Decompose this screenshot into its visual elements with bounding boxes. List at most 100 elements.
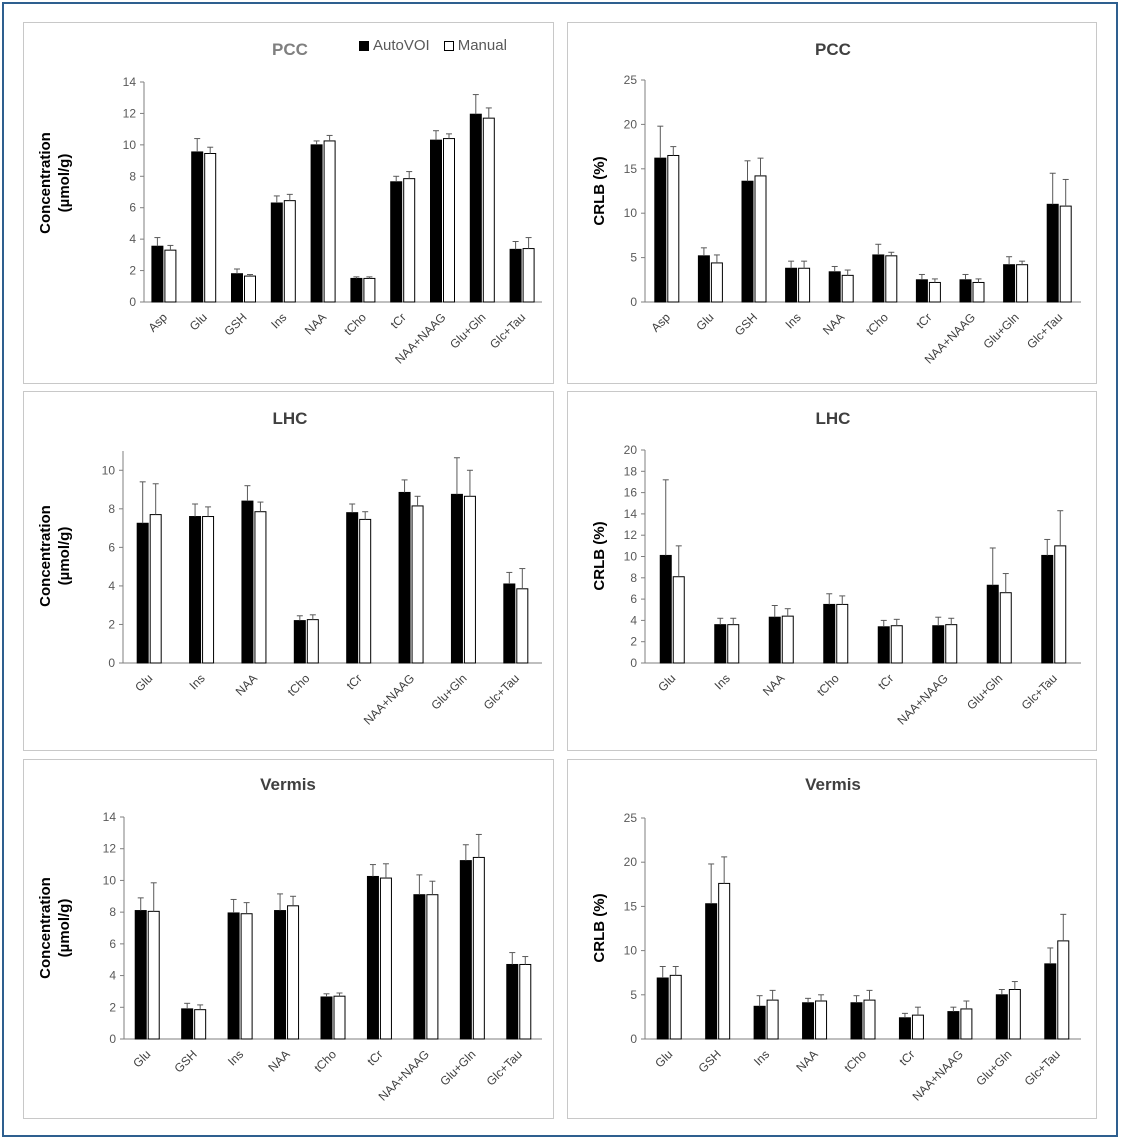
bar-manual — [254, 511, 267, 664]
bar-manual — [669, 974, 682, 1040]
bar-autovoi — [450, 493, 463, 664]
x-tick-label: tCho — [311, 1047, 339, 1075]
bar-manual — [1008, 988, 1021, 1040]
y-tick-label: 0 — [630, 1032, 637, 1046]
y-tick-label: 8 — [109, 905, 116, 919]
y-tick-label: 2 — [630, 635, 637, 649]
bar-manual — [1054, 545, 1067, 664]
x-tick-label: Glu — [652, 1047, 675, 1070]
x-tick-label: Glu — [655, 671, 678, 694]
chart-title: PCC — [272, 40, 308, 59]
x-tick-label: GSH — [732, 310, 760, 338]
chart-svg: 0 5 10 15 20 25 CRLB (%) Asp Glu GSH Ins NAA tCho tCr… — [591, 73, 1081, 367]
bar-manual — [363, 277, 376, 303]
y-axis-title: CRLB (%) — [591, 893, 608, 962]
bar-autovoi — [802, 1002, 815, 1040]
bar-manual — [164, 249, 177, 303]
bar-manual — [945, 624, 958, 664]
bar-manual — [194, 1009, 207, 1040]
bar-autovoi — [714, 624, 727, 664]
bar-autovoi — [366, 875, 379, 1040]
bar-manual — [766, 999, 779, 1040]
legend-item-manual: Manual — [443, 37, 507, 54]
bar-autovoi — [741, 180, 754, 303]
y-tick-label: 4 — [129, 232, 136, 246]
bar-autovoi — [654, 157, 667, 303]
bar-autovoi — [241, 500, 254, 664]
bar-autovoi — [705, 903, 718, 1040]
bar-autovoi — [986, 584, 999, 664]
bar-autovoi — [509, 248, 522, 303]
bar-manual — [244, 275, 256, 303]
bar-autovoi — [350, 277, 363, 303]
bar-autovoi — [768, 616, 781, 664]
y-tick-label: 12 — [103, 842, 117, 856]
bar-autovoi — [413, 894, 426, 1040]
bar-autovoi — [959, 279, 972, 303]
x-tick-label: Glu+Gln — [447, 310, 488, 351]
x-tick-label: tCho — [341, 310, 369, 338]
bar-manual — [798, 267, 811, 303]
y-axis-title: CRLB (%) — [591, 521, 608, 590]
bar-manual — [306, 619, 319, 664]
bar-autovoi — [189, 516, 202, 664]
bar-manual — [836, 603, 849, 664]
x-tick-label: Glc+Tau — [1024, 310, 1065, 351]
x-tick-label: NAA+NAAG — [361, 671, 417, 727]
bar-manual — [204, 153, 217, 303]
y-tick-label: 10 — [103, 873, 117, 887]
y-tick-label: 10 — [624, 944, 638, 958]
bar-autovoi — [430, 139, 442, 303]
bar-manual — [841, 274, 854, 303]
y-tick-label: 2 — [129, 264, 136, 278]
y-tick-label: 14 — [624, 507, 638, 521]
legend-swatch-white-icon — [443, 40, 454, 51]
x-tick-label: tCho — [841, 1047, 869, 1075]
x-tick-label: tCho — [814, 671, 842, 699]
bar-manual — [885, 255, 898, 303]
x-tick-label: Glu+Gln — [428, 671, 469, 712]
bar-autovoi — [828, 271, 841, 303]
bar-autovoi — [191, 151, 204, 303]
y-tick-label: 5 — [630, 988, 637, 1002]
x-tick-label: NAA+NAAG — [910, 1047, 966, 1103]
bar-autovoi — [753, 1005, 766, 1040]
x-tick-label: NAA — [793, 1047, 820, 1074]
y-tick-label: 18 — [624, 464, 638, 478]
x-tick-label: Glu — [187, 310, 210, 333]
y-axis-title-line: Concentration — [37, 132, 54, 234]
x-tick-label: GSH — [171, 1047, 199, 1075]
bar-manual — [240, 913, 253, 1040]
chart-panel-vermis-crlb: Vermis 0 5 10 15 20 25 CRLB (%) Glu GSH Ins NAA tCh… — [567, 759, 1097, 1119]
y-tick-label: 20 — [624, 443, 638, 457]
x-tick-label: NAA — [820, 310, 847, 337]
chart-title: PCC — [815, 40, 851, 59]
y-axis-title: Concentration (µmol/g) — [37, 505, 73, 607]
bar-autovoi — [1046, 203, 1059, 303]
bar-manual — [863, 999, 876, 1040]
bar-autovoi — [877, 626, 890, 664]
bar-manual — [516, 588, 529, 664]
bar-autovoi — [1003, 264, 1016, 303]
bar-autovoi — [850, 1002, 863, 1040]
chart-svg: 0 2 4 6 8 10 12 14 16 18 20 CRLB (%) Glu Ins NAA tCho tC… — [591, 443, 1081, 728]
bar-manual — [1016, 264, 1029, 303]
chart-title: LHC — [815, 409, 851, 428]
x-tick-label: Glc+Tau — [1019, 671, 1060, 712]
x-tick-label: Glc+Tau — [481, 671, 522, 712]
bar-manual — [972, 281, 985, 303]
legend-swatch-black-icon — [359, 40, 369, 51]
bar-autovoi — [995, 994, 1008, 1040]
y-axis-title-line: Concentration — [37, 877, 54, 979]
y-axis-title-line: CRLB (%) — [591, 893, 608, 962]
x-tick-label: Glu+Gln — [964, 671, 1005, 712]
y-tick-label: 25 — [624, 811, 638, 825]
chart-title: Vermis — [260, 775, 316, 794]
x-tick-label: tCr — [364, 1047, 385, 1068]
x-tick-label: tCr — [344, 671, 365, 692]
y-tick-label: 8 — [129, 169, 136, 183]
bar-autovoi — [503, 583, 516, 664]
bar-manual — [333, 995, 346, 1040]
bar-manual — [960, 1008, 973, 1040]
